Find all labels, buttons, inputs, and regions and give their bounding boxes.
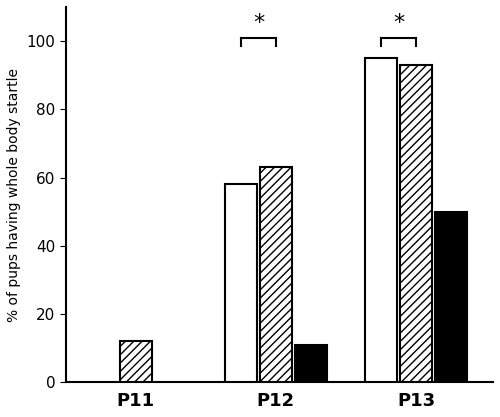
Bar: [435, 212, 467, 382]
Text: *: *: [393, 13, 404, 33]
Bar: [260, 167, 292, 382]
Y-axis label: % of pups having whole body startle: % of pups having whole body startle: [7, 68, 21, 322]
Bar: [120, 342, 152, 382]
Text: *: *: [253, 13, 264, 33]
Bar: [400, 65, 432, 382]
Bar: [295, 345, 327, 382]
Bar: [365, 58, 397, 382]
Bar: [225, 184, 257, 382]
